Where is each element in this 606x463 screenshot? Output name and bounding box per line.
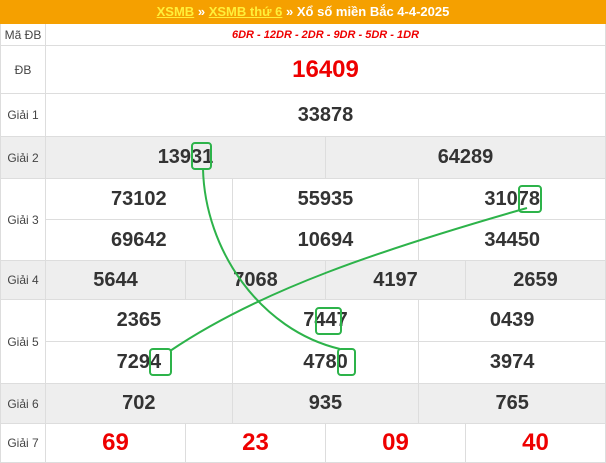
xsmb-day-link[interactable]: XSMB thứ 6 (208, 4, 283, 19)
separator: » (197, 4, 206, 19)
prize-number: 935 (232, 384, 420, 424)
special-code: 6DR - 12DR - 2DR - 9DR - 5DR - 1DR (46, 24, 606, 46)
prize-number: 5644 (46, 261, 186, 300)
prize-number: 2659 (466, 261, 606, 300)
prize-number: 7068 (186, 261, 326, 300)
separator: » (286, 4, 294, 19)
prize-number: 73102 (46, 179, 233, 220)
prize-number: 4780 (232, 342, 420, 384)
prize-number: 33878 (46, 94, 606, 137)
prize-label: Giải 1 (0, 94, 46, 137)
prize-number: 765 (419, 384, 606, 424)
prize-number: 31078 (419, 179, 606, 220)
prize-label: Mã ĐB (0, 24, 46, 46)
prize-number: 0439 (419, 300, 606, 342)
prize-number: 2365 (46, 300, 233, 342)
prize-number: 7447 (232, 300, 420, 342)
prize-number: 702 (46, 384, 233, 424)
header-title: Xổ số miền Bắc 4-4-2025 (296, 4, 450, 19)
prize-label: Giải 5 (0, 300, 46, 384)
prize-number: 7294 (46, 342, 233, 384)
prize-number: 69 (46, 424, 186, 463)
prize-label: Giải 7 (0, 424, 46, 463)
prize-number: 40 (466, 424, 606, 463)
prize-label: Giải 2 (0, 137, 46, 179)
prize-label: ĐB (0, 46, 46, 94)
prize-number: 16409 (46, 46, 606, 94)
prize-number: 3974 (419, 342, 606, 384)
xsmb-link[interactable]: XSMB (156, 4, 195, 19)
prize-number: 64289 (326, 137, 606, 179)
prize-number: 4197 (326, 261, 466, 300)
prize-number: 55935 (232, 179, 420, 220)
prize-number: 13931 (46, 137, 326, 179)
prize-number: 09 (326, 424, 466, 463)
prize-number: 69642 (46, 220, 233, 261)
header: XSMB » XSMB thứ 6 » Xổ số miền Bắc 4-4-2… (0, 0, 606, 24)
prize-label: Giải 6 (0, 384, 46, 424)
prize-number: 23 (186, 424, 326, 463)
prize-label: Giải 3 (0, 179, 46, 261)
prize-number: 10694 (232, 220, 420, 261)
prize-label: Giải 4 (0, 261, 46, 300)
prize-number: 34450 (419, 220, 606, 261)
